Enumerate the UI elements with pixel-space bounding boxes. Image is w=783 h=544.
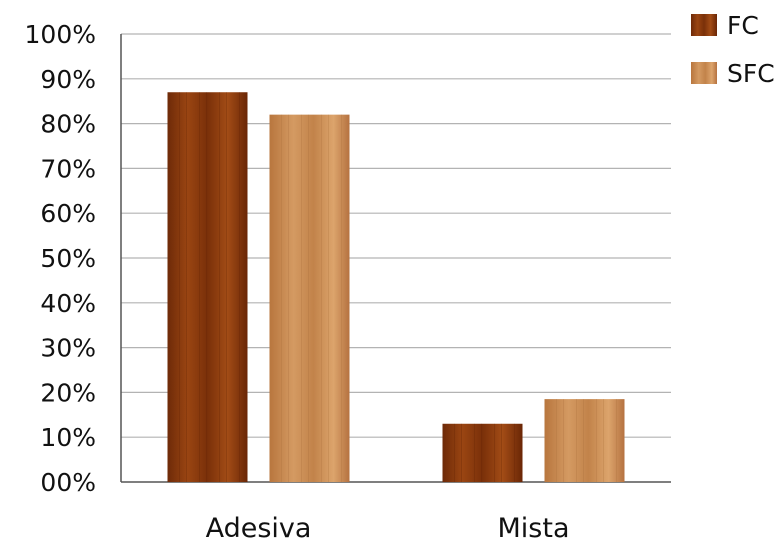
y-tick-label: 30%	[40, 334, 96, 363]
y-tick-label: 100%	[25, 20, 96, 49]
y-tick-label: 00%	[40, 468, 96, 497]
legend-label-sfc: SFC	[727, 59, 775, 88]
category-labels: Adesiva Mista	[206, 513, 570, 544]
bars	[167, 92, 625, 483]
y-tick-label: 90%	[40, 65, 96, 94]
y-tick-label: 80%	[40, 110, 96, 139]
bar-fc-mista	[442, 423, 523, 482]
y-tick-label: 70%	[40, 154, 96, 183]
bar-sfc-mista	[544, 399, 625, 482]
y-tick-label: 10%	[40, 423, 96, 452]
bar-fc-adesiva	[167, 92, 248, 483]
legend-swatch-fc	[691, 14, 717, 36]
y-tick-labels: 00% 10% 20% 30% 40% 50% 60% 70% 80% 90% 100%	[25, 20, 96, 497]
y-tick-label: 50%	[40, 244, 96, 273]
category-label: Mista	[498, 513, 570, 544]
category-label: Adesiva	[206, 513, 312, 544]
legend-swatch-sfc	[691, 62, 717, 84]
y-tick-label: 20%	[40, 378, 96, 407]
y-tick-label: 60%	[40, 199, 96, 228]
y-tick-label: 40%	[40, 289, 96, 318]
legend-label-fc: FC	[727, 11, 759, 40]
legend: FC SFC	[691, 11, 775, 88]
bar-sfc-adesiva	[269, 114, 350, 482]
